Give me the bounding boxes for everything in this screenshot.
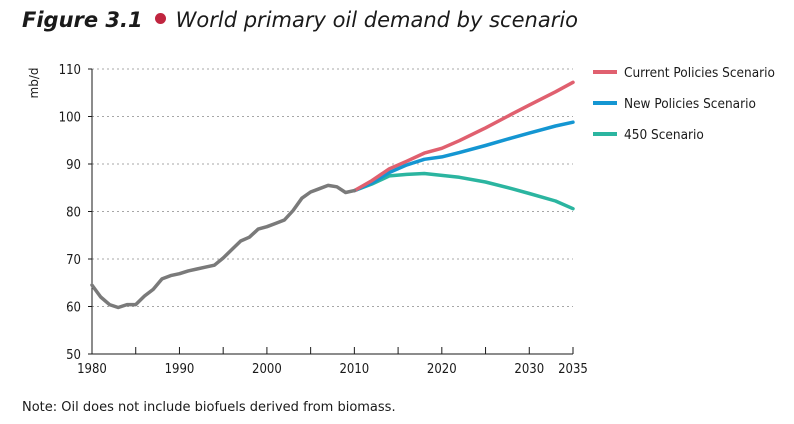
series-line-scenario_450 (352, 171, 575, 211)
legend-label-new_policies: New Policies Scenario (624, 96, 756, 112)
series-line-new_policies (352, 120, 575, 193)
y-axis-label: mb/d (27, 68, 41, 99)
x-tick-label-1980: 1980 (77, 362, 107, 377)
legend-label-scenario_450: 450 Scenario (624, 127, 704, 143)
figure-title: Figure 3.1 World primary oil demand by sc… (22, 8, 578, 32)
y-tick-label-50: 50 (66, 348, 81, 363)
y-tick-label-90: 90 (66, 158, 81, 173)
y-tick-label-100: 100 (59, 111, 81, 126)
x-tick-label-2000: 2000 (252, 362, 282, 377)
x-tick-label-2030: 2030 (514, 362, 544, 377)
figure-number: Figure 3.1 (22, 8, 143, 32)
y-tick-label-70: 70 (66, 253, 81, 268)
x-tick-label-2010: 2010 (339, 362, 369, 377)
chart-note: Note: Oil does not include biofuels deri… (22, 400, 396, 415)
y-tick-label-80: 80 (66, 206, 81, 221)
series-line-current_policies (352, 80, 575, 193)
x-tick-label-1990: 1990 (165, 362, 195, 377)
y-tick-label-60: 60 (66, 301, 81, 316)
series-line-history (90, 183, 357, 310)
x-tick-label-2035: 2035 (558, 362, 588, 377)
figure-title-text: World primary oil demand by scenario (175, 8, 579, 32)
legend-label-current_policies: Current Policies Scenario (624, 65, 775, 81)
x-tick-label-2020: 2020 (427, 362, 457, 377)
y-tick-label-110: 110 (59, 63, 81, 78)
title-bullet-icon (154, 13, 166, 24)
